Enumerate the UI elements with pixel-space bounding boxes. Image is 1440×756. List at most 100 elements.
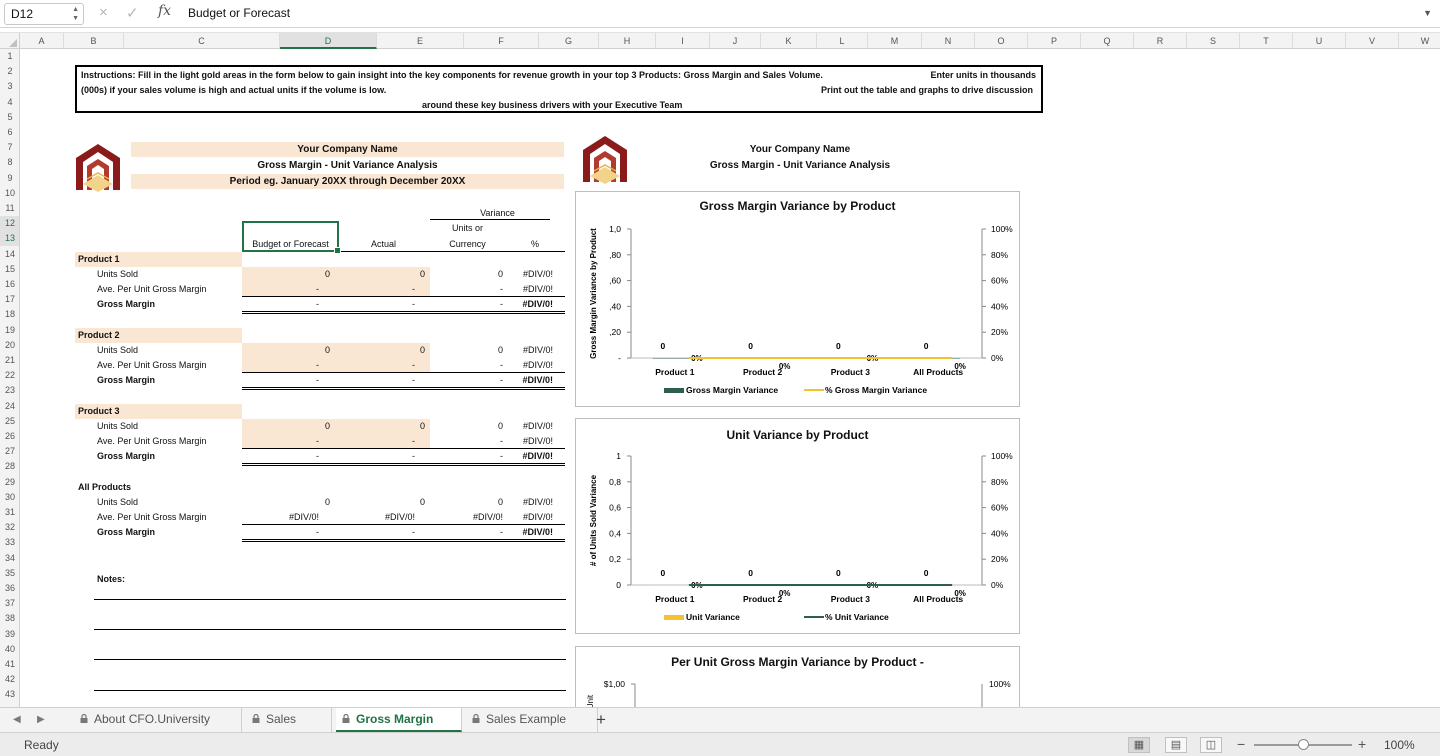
- formula-input[interactable]: Budget or Forecast: [188, 6, 291, 20]
- column-header[interactable]: V: [1346, 33, 1399, 49]
- budget-value[interactable]: -: [316, 527, 319, 537]
- row-header[interactable]: 2: [7, 66, 13, 77]
- row-header[interactable]: 14: [4, 248, 15, 259]
- row-header[interactable]: 4: [7, 96, 13, 107]
- column-header[interactable]: H: [599, 33, 656, 49]
- cancel-icon[interactable]: ×: [99, 4, 108, 21]
- row-header[interactable]: 15: [4, 263, 15, 274]
- row-header[interactable]: 35: [4, 567, 15, 578]
- row-header[interactable]: 26: [4, 431, 15, 441]
- column-header[interactable]: S: [1187, 33, 1240, 49]
- column-header[interactable]: U: [1293, 33, 1346, 49]
- column-header[interactable]: R: [1134, 33, 1187, 49]
- budget-value[interactable]: 0: [324, 421, 330, 431]
- row-header[interactable]: 32: [4, 522, 15, 533]
- product-name[interactable]: Product 3: [78, 406, 120, 416]
- actual-value[interactable]: #DIV/0!: [384, 512, 415, 522]
- budget-value[interactable]: -: [316, 284, 319, 294]
- column-header[interactable]: L: [817, 33, 868, 49]
- form-period[interactable]: Period eg. January 20XX through December…: [229, 176, 466, 187]
- actual-value[interactable]: 0: [419, 345, 425, 355]
- row-header[interactable]: 28: [4, 461, 15, 472]
- row-header[interactable]: 29: [4, 476, 15, 487]
- row-header[interactable]: 22: [4, 370, 15, 381]
- column-header[interactable]: K: [761, 33, 817, 49]
- row-header[interactable]: 25: [4, 415, 15, 426]
- column-header[interactable]: O: [975, 33, 1028, 49]
- row-header[interactable]: 18: [4, 309, 15, 320]
- row-header[interactable]: 10: [4, 187, 15, 198]
- row-header[interactable]: 11: [5, 203, 15, 213]
- budget-value[interactable]: -: [316, 451, 319, 461]
- column-header[interactable]: A: [20, 33, 64, 49]
- active-cell-selection[interactable]: [242, 221, 341, 254]
- actual-value[interactable]: -: [412, 375, 415, 385]
- zoom-slider-thumb[interactable]: [1298, 739, 1309, 750]
- name-box-spinner-icon[interactable]: ▲ ▼: [72, 6, 79, 22]
- row-header[interactable]: 23: [4, 385, 15, 396]
- actual-value[interactable]: 0: [419, 421, 425, 431]
- row-header[interactable]: 38: [4, 613, 15, 624]
- zoom-level[interactable]: 100%: [1384, 738, 1415, 752]
- actual-value[interactable]: -: [412, 451, 415, 461]
- row-header[interactable]: 3: [7, 81, 13, 92]
- page-break-view-button[interactable]: ◫: [1200, 737, 1222, 753]
- sheet-tab[interactable]: Sales Example: [466, 708, 598, 732]
- sheet-tab[interactable]: Sales: [246, 708, 332, 732]
- row-header[interactable]: 33: [4, 537, 15, 548]
- column-header[interactable]: B: [64, 33, 124, 49]
- product-name[interactable]: All Products: [78, 482, 132, 492]
- actual-value[interactable]: 0: [419, 269, 425, 279]
- budget-value[interactable]: -: [316, 360, 319, 370]
- budget-value[interactable]: 0: [324, 269, 330, 279]
- column-header[interactable]: C: [124, 33, 280, 49]
- row-header[interactable]: 13: [0, 231, 19, 247]
- add-sheet-button[interactable]: +: [596, 710, 606, 729]
- actual-value[interactable]: -: [412, 284, 415, 294]
- row-header[interactable]: 19: [4, 324, 15, 335]
- col-header-actual[interactable]: Actual: [370, 239, 396, 249]
- row-header[interactable]: 42: [4, 674, 15, 685]
- budget-value[interactable]: -: [316, 436, 319, 446]
- column-header[interactable]: T: [1240, 33, 1293, 49]
- row-header[interactable]: 37: [4, 598, 15, 609]
- row-header[interactable]: 39: [4, 628, 15, 639]
- normal-view-button[interactable]: ▦: [1128, 737, 1150, 753]
- row-header[interactable]: 8: [7, 157, 13, 168]
- column-header[interactable]: J: [710, 33, 761, 49]
- row-header[interactable]: 40: [4, 643, 15, 654]
- chart-gross-margin-variance[interactable]: Gross Margin Variance by Product 1,0 ,80,…: [575, 191, 1020, 407]
- actual-value[interactable]: -: [412, 299, 415, 309]
- row-header[interactable]: 12: [0, 216, 19, 232]
- column-header[interactable]: Q: [1081, 33, 1134, 49]
- worksheet-grid[interactable]: Instructions: Fill in the light gold are…: [20, 49, 1440, 707]
- budget-value[interactable]: -: [316, 375, 319, 385]
- row-header[interactable]: 17: [4, 294, 15, 305]
- row-header[interactable]: 16: [4, 279, 15, 289]
- row-header[interactable]: 31: [4, 507, 15, 517]
- row-header[interactable]: 9: [7, 172, 13, 183]
- row-header[interactable]: 43: [4, 689, 15, 700]
- row-header[interactable]: 41: [4, 659, 15, 669]
- row-header[interactable]: 1: [7, 51, 13, 61]
- previous-sheet-icon[interactable]: ◀: [13, 714, 21, 725]
- row-header[interactable]: 27: [4, 446, 15, 457]
- column-header[interactable]: F: [464, 33, 539, 49]
- row-header[interactable]: 30: [4, 491, 15, 502]
- row-header[interactable]: 36: [4, 583, 15, 593]
- name-box[interactable]: D12 ▲ ▼: [4, 3, 84, 25]
- budget-value[interactable]: -: [316, 299, 319, 309]
- column-header[interactable]: M: [868, 33, 922, 49]
- sheet-tab[interactable]: Gross Margin: [336, 708, 462, 732]
- column-header[interactable]: P: [1028, 33, 1081, 49]
- page-layout-view-button[interactable]: ▤: [1165, 737, 1187, 753]
- enter-icon[interactable]: ✓: [126, 5, 139, 22]
- column-header[interactable]: W: [1399, 33, 1440, 49]
- row-header[interactable]: 6: [7, 127, 13, 137]
- zoom-out-button[interactable]: −: [1237, 736, 1246, 752]
- column-header[interactable]: G: [539, 33, 599, 49]
- actual-value[interactable]: -: [412, 436, 415, 446]
- row-header[interactable]: 21: [4, 355, 15, 365]
- product-name[interactable]: Product 1: [78, 254, 120, 264]
- row-header[interactable]: 7: [7, 142, 13, 153]
